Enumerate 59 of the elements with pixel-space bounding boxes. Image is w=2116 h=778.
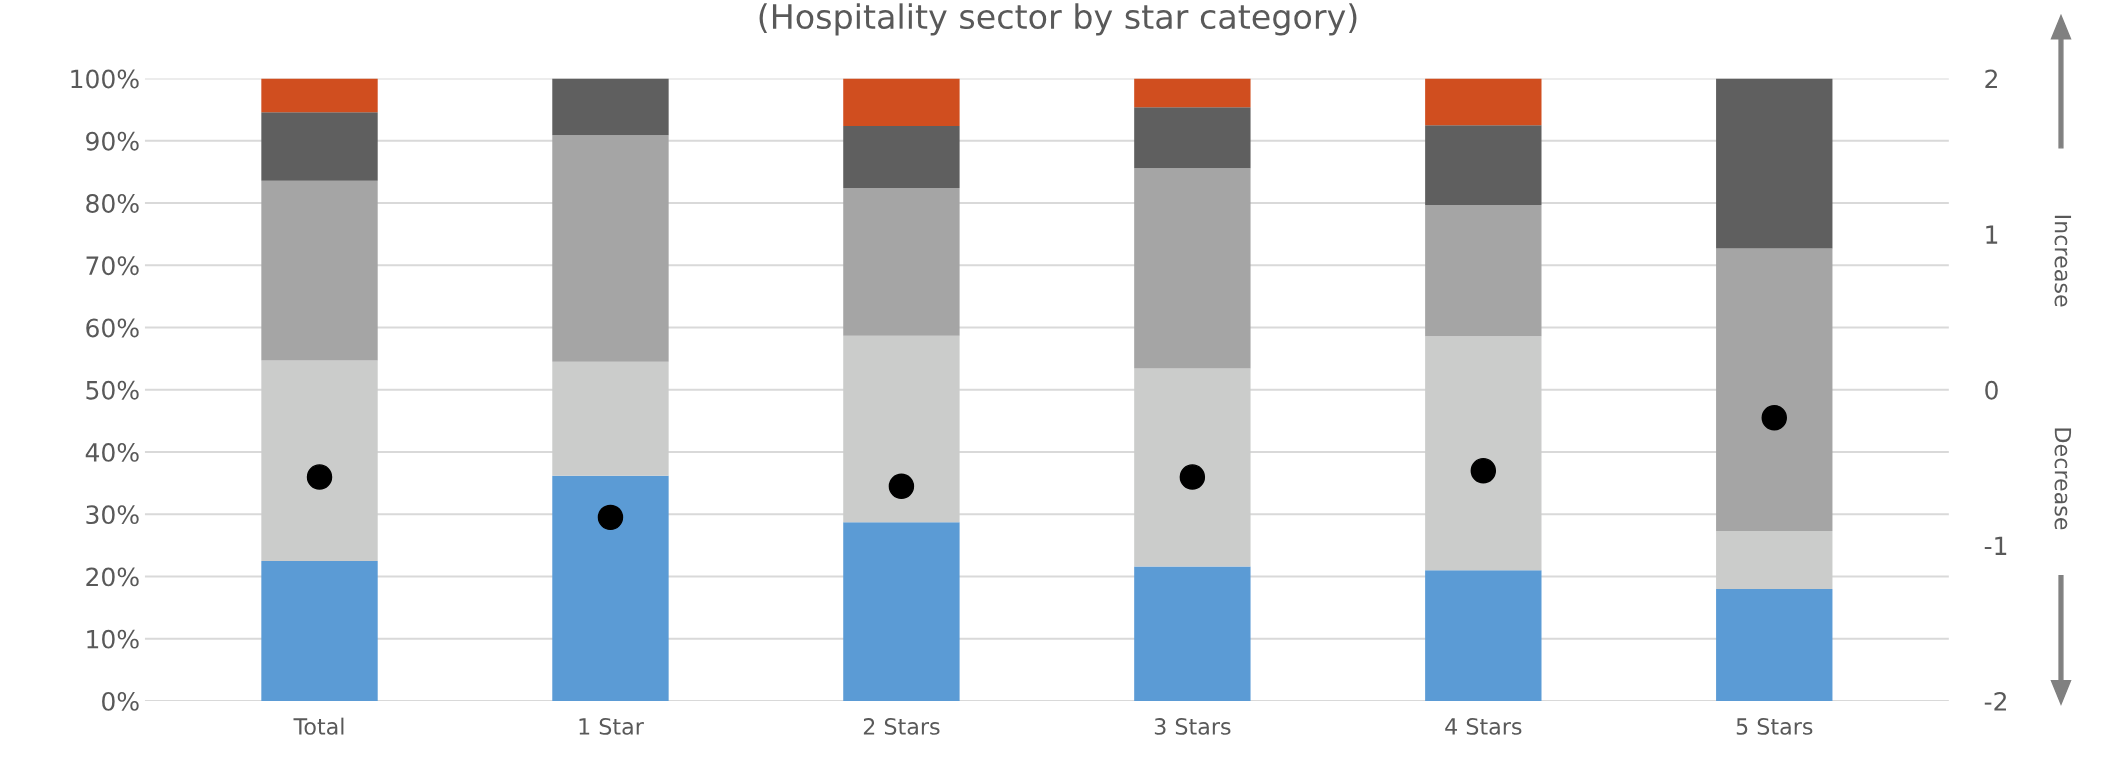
- y-tick-label: 70%: [86, 256, 139, 276]
- bar: [1716, 78, 1833, 249]
- point: [888, 473, 915, 499]
- bar: [843, 522, 960, 701]
- point: [1761, 405, 1787, 431]
- y-tick-label: 90%: [86, 131, 139, 151]
- y2-tick-label: 0: [1985, 380, 1998, 400]
- point: [306, 464, 333, 490]
- bar: [552, 78, 669, 136]
- y-tick-label: 80%: [86, 194, 139, 213]
- y2-tick-label: 1: [1986, 225, 1998, 244]
- bar: [261, 360, 378, 561]
- bar: [843, 78, 960, 126]
- bar: [1134, 368, 1251, 567]
- y-tick-label: 40%: [85, 442, 139, 462]
- bar: [1425, 570, 1542, 701]
- point: [597, 504, 624, 531]
- chart-title: (Hospitality sector by star category): [759, 3, 1357, 36]
- y-tick-label: 30%: [86, 505, 139, 525]
- bar: [552, 135, 669, 362]
- y-tick-label: 60%: [86, 318, 139, 338]
- bar: [1134, 107, 1251, 169]
- x-tick-label: 5 Stars: [1736, 718, 1813, 735]
- bar: [1134, 566, 1251, 701]
- y2-tick-label: -1: [1984, 536, 2007, 555]
- bar: [552, 361, 669, 476]
- point: [1470, 457, 1497, 484]
- bar: [1716, 531, 1833, 589]
- bar: [1716, 588, 1833, 701]
- x-tick-label: Total: [293, 717, 344, 735]
- bar: [1716, 248, 1833, 532]
- bar: [1134, 78, 1251, 108]
- bar: [1425, 125, 1542, 205]
- y2-tick-label: 2: [1985, 69, 1997, 89]
- y-tick-label: 100%: [71, 69, 139, 89]
- bar: [552, 475, 669, 701]
- text: Decrease: [2054, 428, 2072, 530]
- text: Increase: [2054, 215, 2072, 307]
- x-tick-label: 4 Stars: [1445, 718, 1522, 735]
- x-tick-label: 1 Star: [579, 718, 644, 735]
- bar: [1425, 336, 1542, 571]
- bar: [843, 188, 960, 336]
- bar: [843, 125, 960, 189]
- bar: [261, 180, 378, 361]
- y-tick-label: 20%: [86, 567, 139, 587]
- y-tick-label: 0%: [102, 691, 139, 711]
- bar: [1134, 168, 1251, 369]
- bar: [1425, 204, 1542, 337]
- point: [1179, 464, 1206, 490]
- bar: [1425, 78, 1542, 126]
- bar: [261, 112, 378, 181]
- x-tick-label: 2 Stars: [863, 718, 940, 735]
- bar: [261, 78, 378, 113]
- y-tick-label: 10%: [87, 629, 139, 649]
- y-tick-label: 50%: [86, 380, 139, 400]
- bar: [261, 560, 378, 701]
- bar: [843, 335, 960, 523]
- y2-tick-label: -2: [1984, 691, 2006, 711]
- x-tick-label: 3 Stars: [1154, 718, 1231, 735]
